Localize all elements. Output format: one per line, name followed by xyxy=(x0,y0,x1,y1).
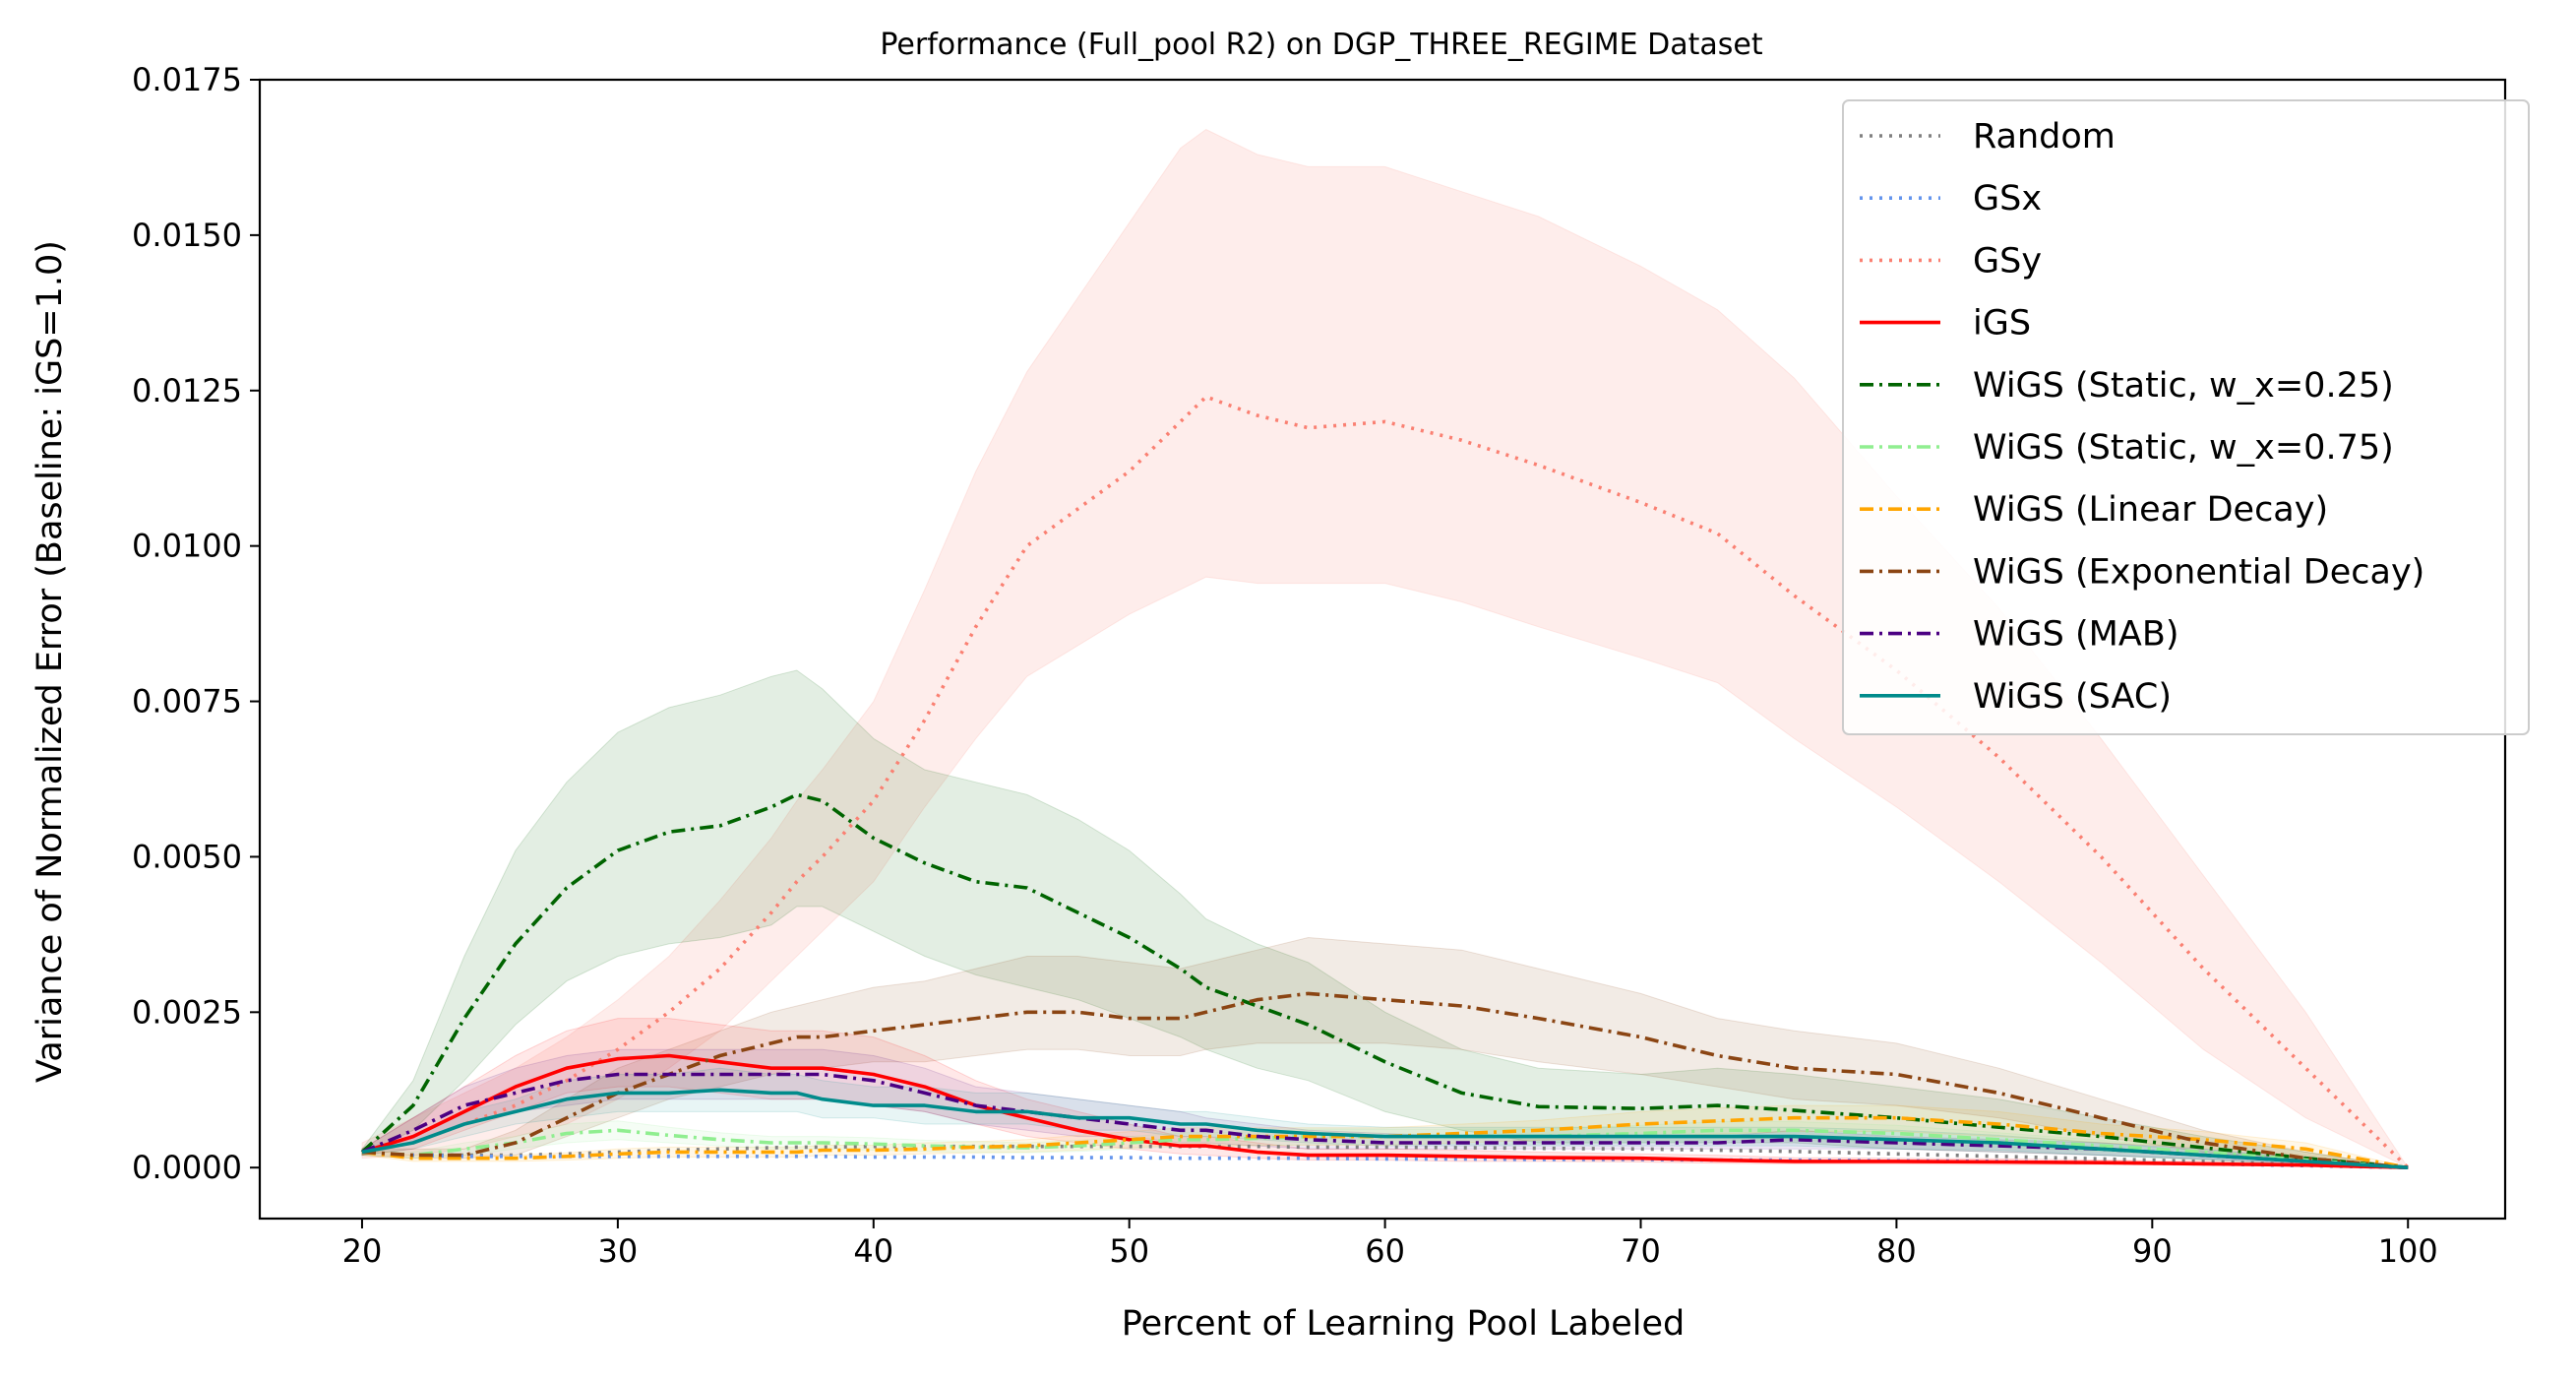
y-tick-label: 0.0000 xyxy=(132,1149,242,1186)
series-lines xyxy=(360,395,2410,1169)
y-tick-label: 0.0025 xyxy=(132,993,242,1031)
y-tick-label: 0.0175 xyxy=(132,61,242,98)
legend-label-wigs-sac: WiGS (SAC) xyxy=(1973,677,2172,717)
y-tick-label: 0.0050 xyxy=(132,838,242,875)
legend-box xyxy=(1842,99,2530,735)
chart-title: Performance (Full_pool R2) on DGP_THREE_… xyxy=(880,28,1762,62)
x-tick-label: 70 xyxy=(1621,1232,1661,1270)
y-axis-label: Variance of Normalized Error (Baseline: … xyxy=(31,240,70,1083)
y-tick-label: 0.0150 xyxy=(132,217,242,254)
legend-label-random: Random xyxy=(1973,117,2116,157)
y-axis: 0.0000 0.0025 0.0050 0.0075 0.0100 0.0125 0.01… xyxy=(132,61,260,1186)
legend-label-gsy: GSy xyxy=(1973,241,2042,281)
legend-label-wigs-static-w-x-0-25: WiGS (Static, w_x=0.25) xyxy=(1973,366,2394,406)
x-tick-label: 30 xyxy=(598,1232,639,1270)
x-tick-label: 40 xyxy=(853,1232,893,1270)
series-line-wigs-exponential-decay xyxy=(361,991,2409,1169)
x-tick-label: 20 xyxy=(342,1232,383,1270)
x-tick-label: 100 xyxy=(2378,1232,2438,1270)
series-line-wigs-mab xyxy=(361,1072,2409,1169)
legend-label-wigs-linear-decay: WiGS (Linear Decay) xyxy=(1973,490,2328,530)
x-tick-label: 80 xyxy=(1876,1232,1917,1270)
series-line-wigs-sac xyxy=(361,1088,2409,1169)
x-tick-label: 60 xyxy=(1365,1232,1405,1270)
y-tick-label: 0.0100 xyxy=(132,528,242,565)
x-axis: 20 30 40 50 60 70 80 90 100 xyxy=(342,1219,2438,1270)
series-line-wigs-static-w-x-0-25 xyxy=(360,792,2409,1169)
legend-label-wigs-mab: WiGS (MAB) xyxy=(1973,615,2179,655)
legend: Random GSx GSy iGS WiGS (Static, w_x=0.25) Wi… xyxy=(1842,99,2530,735)
series-line-igs xyxy=(361,1053,2409,1169)
y-tick-label: 0.0075 xyxy=(132,683,242,721)
x-tick-label: 90 xyxy=(2132,1232,2173,1270)
y-tick-label: 0.0125 xyxy=(132,372,242,409)
legend-label-gsx: GSx xyxy=(1973,179,2042,219)
x-tick-label: 50 xyxy=(1109,1232,1149,1270)
legend-label-igs: iGS xyxy=(1973,304,2031,344)
legend-label-wigs-exponential-decay: WiGS (Exponential Decay) xyxy=(1973,552,2424,592)
legend-label-wigs-static-w-x-0-75: WiGS (Static, w_x=0.75) xyxy=(1973,428,2394,468)
x-axis-label: Percent of Learning Pool Labeled xyxy=(1122,1304,1685,1344)
